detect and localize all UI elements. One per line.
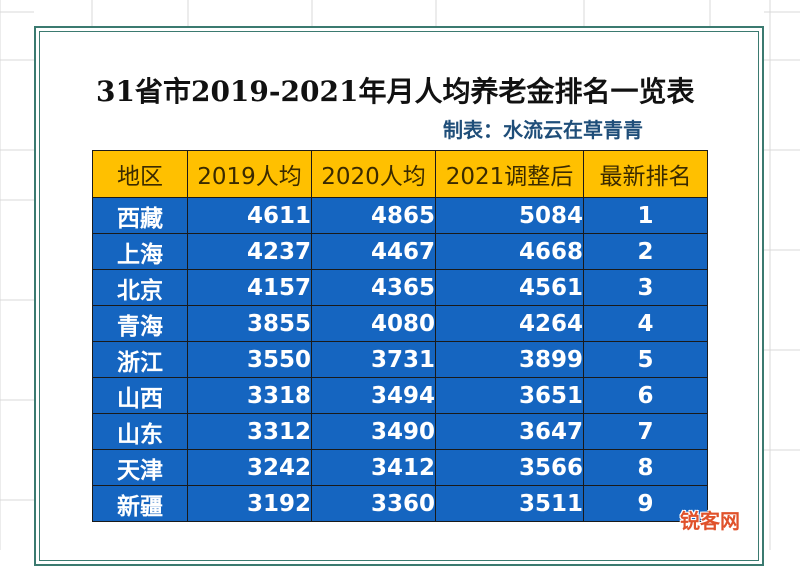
cell-2021[interactable]: 4561 xyxy=(435,269,584,306)
cell-region[interactable]: 山西 xyxy=(92,377,188,414)
header-2021-adjusted[interactable]: 2021调整后 xyxy=(435,150,584,198)
cell-2019[interactable]: 4237 xyxy=(187,233,312,270)
cell-2020[interactable]: 4865 xyxy=(311,197,436,234)
table-row: 山西 3318 3494 3651 6 xyxy=(92,377,708,414)
table-author-note: 制表：水流云在草青青 xyxy=(443,118,643,142)
cell-region[interactable]: 上海 xyxy=(92,233,188,270)
cell-region[interactable]: 浙江 xyxy=(92,341,188,378)
cell-region[interactable]: 西藏 xyxy=(92,197,188,234)
cell-2021[interactable]: 4264 xyxy=(435,305,584,342)
cell-rank[interactable]: 3 xyxy=(583,269,708,306)
pension-ranking-table: 地区 2019人均 2020人均 2021调整后 最新排名 西藏 4611 48… xyxy=(92,150,708,522)
cell-2020[interactable]: 4080 xyxy=(311,305,436,342)
table-row: 青海 3855 4080 4264 4 xyxy=(92,305,708,342)
cell-rank[interactable]: 4 xyxy=(583,305,708,342)
cell-rank[interactable]: 5 xyxy=(583,341,708,378)
table-row: 新疆 3192 3360 3511 9 xyxy=(92,485,708,522)
table-header-row: 地区 2019人均 2020人均 2021调整后 最新排名 xyxy=(92,150,708,198)
cell-2020[interactable]: 3360 xyxy=(311,485,436,522)
cell-rank[interactable]: 8 xyxy=(583,449,708,486)
table-row: 浙江 3550 3731 3899 5 xyxy=(92,341,708,378)
cell-2020[interactable]: 4365 xyxy=(311,269,436,306)
table-row: 西藏 4611 4865 5084 1 xyxy=(92,197,708,234)
cell-2020[interactable]: 3412 xyxy=(311,449,436,486)
cell-rank[interactable]: 1 xyxy=(583,197,708,234)
cell-2021[interactable]: 5084 xyxy=(435,197,584,234)
cell-region[interactable]: 山东 xyxy=(92,413,188,450)
cell-2019[interactable]: 3855 xyxy=(187,305,312,342)
cell-2019[interactable]: 4611 xyxy=(187,197,312,234)
cell-region[interactable]: 天津 xyxy=(92,449,188,486)
cell-2019[interactable]: 3242 xyxy=(187,449,312,486)
cell-2019[interactable]: 4157 xyxy=(187,269,312,306)
cell-2019[interactable]: 3192 xyxy=(187,485,312,522)
cell-rank[interactable]: 9 xyxy=(583,485,708,522)
table-row: 山东 3312 3490 3647 7 xyxy=(92,413,708,450)
page-title: 31省市2019-2021年月人均养老金排名一览表 xyxy=(96,75,695,108)
cell-rank[interactable]: 2 xyxy=(583,233,708,270)
cell-2020[interactable]: 3731 xyxy=(311,341,436,378)
cell-2021[interactable]: 3566 xyxy=(435,449,584,486)
cell-2021[interactable]: 3511 xyxy=(435,485,584,522)
cell-2021[interactable]: 4668 xyxy=(435,233,584,270)
cell-2020[interactable]: 3494 xyxy=(311,377,436,414)
spreadsheet-grid xyxy=(0,0,800,550)
cell-2019[interactable]: 3550 xyxy=(187,341,312,378)
site-watermark: 锐客网 xyxy=(680,509,740,533)
table-row: 上海 4237 4467 4668 2 xyxy=(92,233,708,270)
cell-2020[interactable]: 4467 xyxy=(311,233,436,270)
cell-region[interactable]: 青海 xyxy=(92,305,188,342)
cell-2019[interactable]: 3312 xyxy=(187,413,312,450)
table-row: 天津 3242 3412 3566 8 xyxy=(92,449,708,486)
cell-region[interactable]: 新疆 xyxy=(92,485,188,522)
cell-2020[interactable]: 3490 xyxy=(311,413,436,450)
cell-2021[interactable]: 3651 xyxy=(435,377,584,414)
header-latest-rank[interactable]: 最新排名 xyxy=(583,150,708,198)
cell-2021[interactable]: 3647 xyxy=(435,413,584,450)
header-region[interactable]: 地区 xyxy=(92,150,188,198)
header-2019-average[interactable]: 2019人均 xyxy=(187,150,312,198)
table-row: 北京 4157 4365 4561 3 xyxy=(92,269,708,306)
cell-region[interactable]: 北京 xyxy=(92,269,188,306)
cell-2021[interactable]: 3899 xyxy=(435,341,584,378)
cell-2019[interactable]: 3318 xyxy=(187,377,312,414)
cell-rank[interactable]: 6 xyxy=(583,377,708,414)
cell-rank[interactable]: 7 xyxy=(583,413,708,450)
header-2020-average[interactable]: 2020人均 xyxy=(311,150,436,198)
